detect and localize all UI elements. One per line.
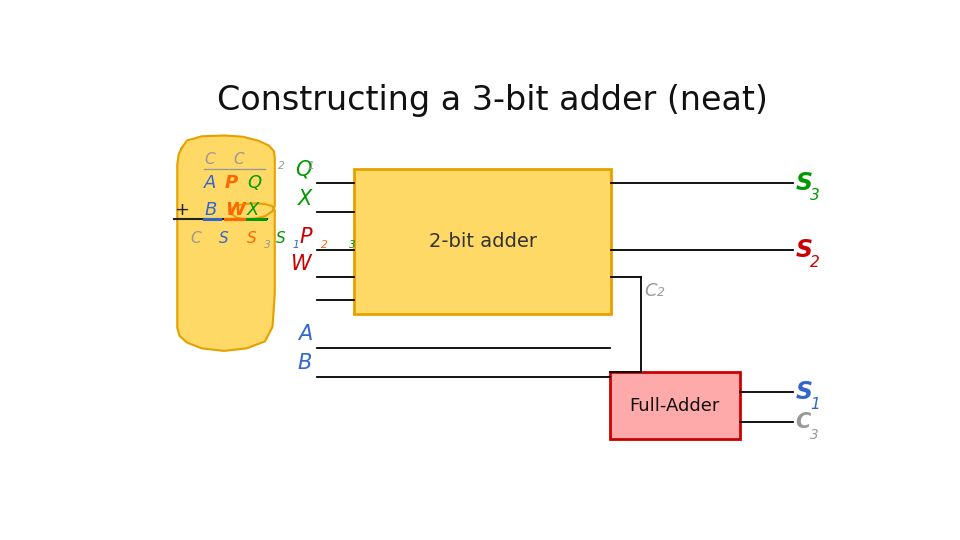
- Text: 1: 1: [293, 240, 300, 250]
- Text: X: X: [248, 201, 259, 219]
- Text: S: S: [276, 231, 285, 246]
- Text: 2: 2: [658, 286, 665, 299]
- Text: C: C: [796, 413, 811, 433]
- Text: 2: 2: [321, 240, 327, 250]
- Text: A: A: [204, 174, 216, 192]
- Polygon shape: [178, 136, 275, 351]
- Text: Full-Adder: Full-Adder: [630, 397, 720, 415]
- Text: 2: 2: [810, 255, 820, 270]
- Text: B: B: [298, 353, 312, 373]
- Text: 2-bit adder: 2-bit adder: [429, 232, 537, 251]
- Text: B: B: [204, 201, 216, 219]
- Text: C: C: [204, 152, 215, 167]
- Text: S: S: [796, 171, 812, 195]
- Text: S: S: [796, 381, 812, 404]
- Text: W: W: [225, 201, 245, 219]
- FancyBboxPatch shape: [354, 168, 611, 314]
- Text: P: P: [300, 226, 312, 246]
- Text: X: X: [298, 189, 312, 209]
- Text: 1: 1: [307, 161, 314, 171]
- Text: 3: 3: [264, 240, 271, 250]
- Text: 2: 2: [277, 161, 284, 171]
- Text: P: P: [225, 174, 238, 192]
- Text: Q: Q: [296, 160, 312, 180]
- FancyBboxPatch shape: [610, 373, 740, 439]
- Text: Q: Q: [248, 174, 261, 192]
- Text: 3: 3: [349, 240, 356, 250]
- Text: +: +: [175, 201, 189, 219]
- Text: C: C: [191, 231, 202, 246]
- Text: Constructing a 3-bit adder (neat): Constructing a 3-bit adder (neat): [217, 84, 767, 117]
- Text: S: S: [796, 238, 812, 262]
- Text: 3: 3: [810, 428, 819, 442]
- Text: W: W: [291, 254, 312, 274]
- Text: S: S: [219, 231, 228, 246]
- Text: 1: 1: [810, 397, 820, 413]
- Text: A: A: [298, 324, 312, 344]
- Text: 3: 3: [810, 188, 820, 203]
- Text: C: C: [234, 152, 245, 167]
- Text: C: C: [644, 282, 657, 300]
- Text: S: S: [248, 231, 257, 246]
